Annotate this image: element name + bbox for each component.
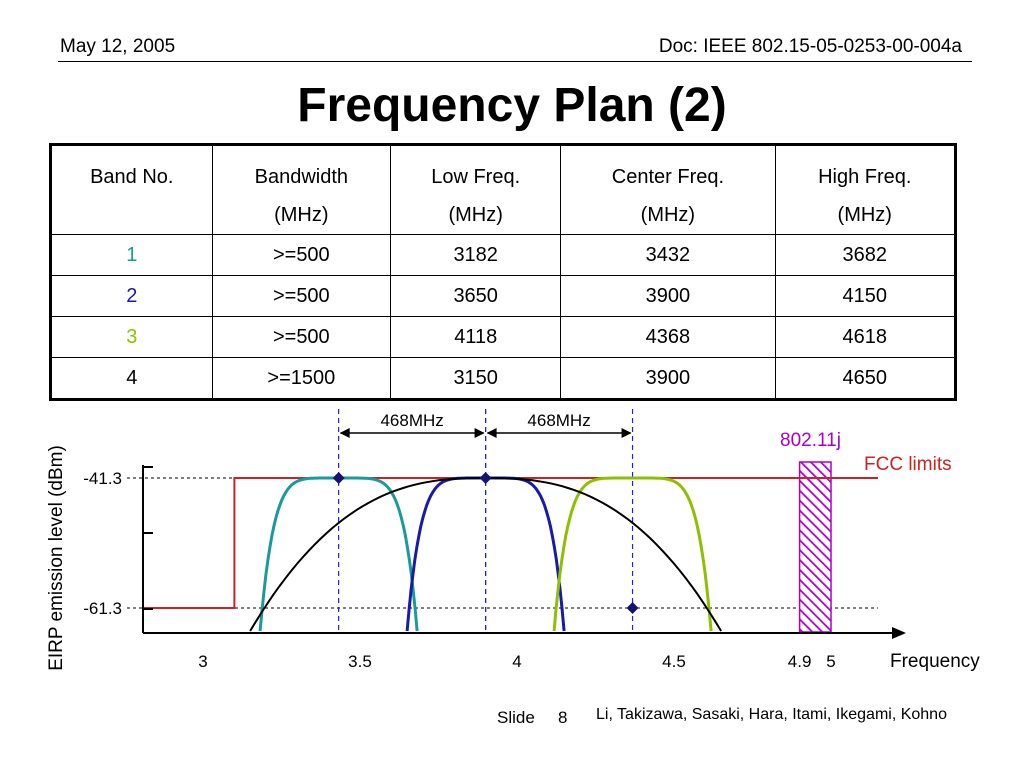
reserved-band-802-11j [798,461,832,633]
arrow-head [621,428,632,438]
cell-high-freq: 4618 [774,316,957,358]
cell-low-freq: 4118 [390,316,562,358]
cell-bandwidth: >=500 [211,234,392,276]
center-markers [332,472,639,614]
cell-low-freq: 3150 [390,357,562,400]
y-tick-label: -61.3 [83,599,122,618]
table-row: 3 >=500 4118 4368 4618 [50,316,957,358]
center-marker [626,602,639,614]
authors: Li, Takizawa, Sasaki, Hara, Itami, Ikega… [596,706,947,723]
header-doc-id: Doc: IEEE 802.15-05-0253-00-004a [658,36,962,57]
emission-chart: 468MHz 468MHz 3 3.5 4 4.5 4.9 5 -41.3 -61.3 Frequ… [46,409,980,672]
cell-center-freq: 3900 [560,357,776,400]
arrow-head [474,428,485,438]
spacing-label: 468MHz [380,411,443,430]
y-tick-label: -41.3 [83,469,122,488]
cell-high-freq: 3682 [774,234,957,276]
x-tick-label: 3 [198,652,207,671]
cell-center-freq: 4368 [560,316,776,358]
header-divider [58,61,972,62]
header-band-no: Band No. [50,144,213,235]
cell-center-freq: 3432 [560,234,776,276]
cell-band-no: 4 [50,357,213,400]
frequency-table: Band No. Bandwidth (MHz) Low Freq. (MHz) C… [49,143,957,401]
cell-band-no: 1 [50,234,213,276]
chart-labels: 3 3.5 4 4.5 4.9 5 -41.3 -61.3 Frequency EIRP emis… [46,430,980,672]
x-tick-label: 4.5 [662,652,686,671]
center-marker [332,472,345,484]
cell-bandwidth: >=500 [211,316,392,358]
header-center-freq: Center Freq. (MHz) [560,144,776,235]
reserved-band-hatch [798,461,832,633]
fcc-limit-curve [143,477,878,609]
arrow-head [339,428,350,438]
cell-high-freq: 4150 [774,275,957,317]
cell-center-freq: 3900 [560,275,776,317]
spacing-annotations: 468MHz 468MHz [339,411,632,438]
reserved-band-label: 802.11j [780,430,841,451]
cell-band-no: 2 [50,275,213,317]
reference-lines [127,409,878,633]
arrow-head [486,428,497,438]
header-low-freq: Low Freq. (MHz) [390,144,562,235]
cell-low-freq: 3650 [390,275,562,317]
table-row: 4 >=1500 3150 3900 4650 [50,357,957,400]
chart-axes [142,465,906,639]
y-axis-label: EIRP emission level (dBm) [46,445,67,671]
table-row: 1 >=500 3182 3432 3682 [50,234,957,276]
cell-band-no: 3 [50,316,213,358]
header-date: May 12, 2005 [60,36,176,57]
table-row: 2 >=500 3650 3900 4150 [50,275,957,317]
spacing-label: 468MHz [527,411,590,430]
slide-title: Frequency Plan (2) [297,79,727,132]
x-tick-label: 4 [512,652,521,671]
cell-bandwidth: >=1500 [211,357,392,400]
cell-bandwidth: >=500 [211,275,392,317]
header-bandwidth: Bandwidth (MHz) [211,144,392,235]
fcc-limits-label: FCC limits [864,454,952,475]
x-axis-label: Frequency [890,651,980,672]
x-tick-label: 5 [826,652,835,671]
cell-low-freq: 3182 [390,234,562,276]
slide-label: Slide [497,708,535,727]
table-header-row: Band No. Bandwidth (MHz) Low Freq. (MHz) C… [50,144,957,235]
header-high-freq: High Freq. (MHz) [774,144,957,235]
x-axis-arrow [892,627,906,639]
x-tick-label: 4.9 [788,652,812,671]
cell-high-freq: 4650 [774,357,957,400]
fcc-limit-line [143,477,878,609]
slide-number: 8 [558,708,568,727]
center-marker [479,472,492,484]
x-tick-label: 3.5 [348,652,372,671]
